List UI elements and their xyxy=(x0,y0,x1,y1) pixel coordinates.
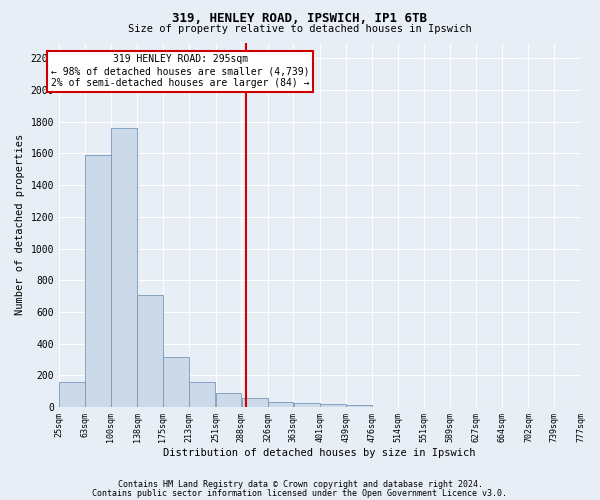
Bar xyxy=(216,393,241,407)
Text: Contains HM Land Registry data © Crown copyright and database right 2024.: Contains HM Land Registry data © Crown c… xyxy=(118,480,482,489)
Bar xyxy=(320,404,346,407)
Bar xyxy=(268,402,293,407)
Text: Size of property relative to detached houses in Ipswich: Size of property relative to detached ho… xyxy=(128,24,472,34)
Text: 319, HENLEY ROAD, IPSWICH, IP1 6TB: 319, HENLEY ROAD, IPSWICH, IP1 6TB xyxy=(173,12,427,26)
Bar xyxy=(111,128,137,407)
Bar xyxy=(293,403,320,407)
Y-axis label: Number of detached properties: Number of detached properties xyxy=(15,134,25,316)
Text: 319 HENLEY ROAD: 295sqm
← 98% of detached houses are smaller (4,739)
2% of semi-: 319 HENLEY ROAD: 295sqm ← 98% of detache… xyxy=(51,54,310,88)
Bar xyxy=(85,155,111,407)
Bar xyxy=(163,357,189,407)
Bar xyxy=(346,406,371,407)
Bar xyxy=(59,382,85,407)
Bar xyxy=(242,398,268,407)
Text: Contains public sector information licensed under the Open Government Licence v3: Contains public sector information licen… xyxy=(92,488,508,498)
Bar xyxy=(137,294,163,407)
Bar xyxy=(190,382,215,407)
X-axis label: Distribution of detached houses by size in Ipswich: Distribution of detached houses by size … xyxy=(163,448,476,458)
